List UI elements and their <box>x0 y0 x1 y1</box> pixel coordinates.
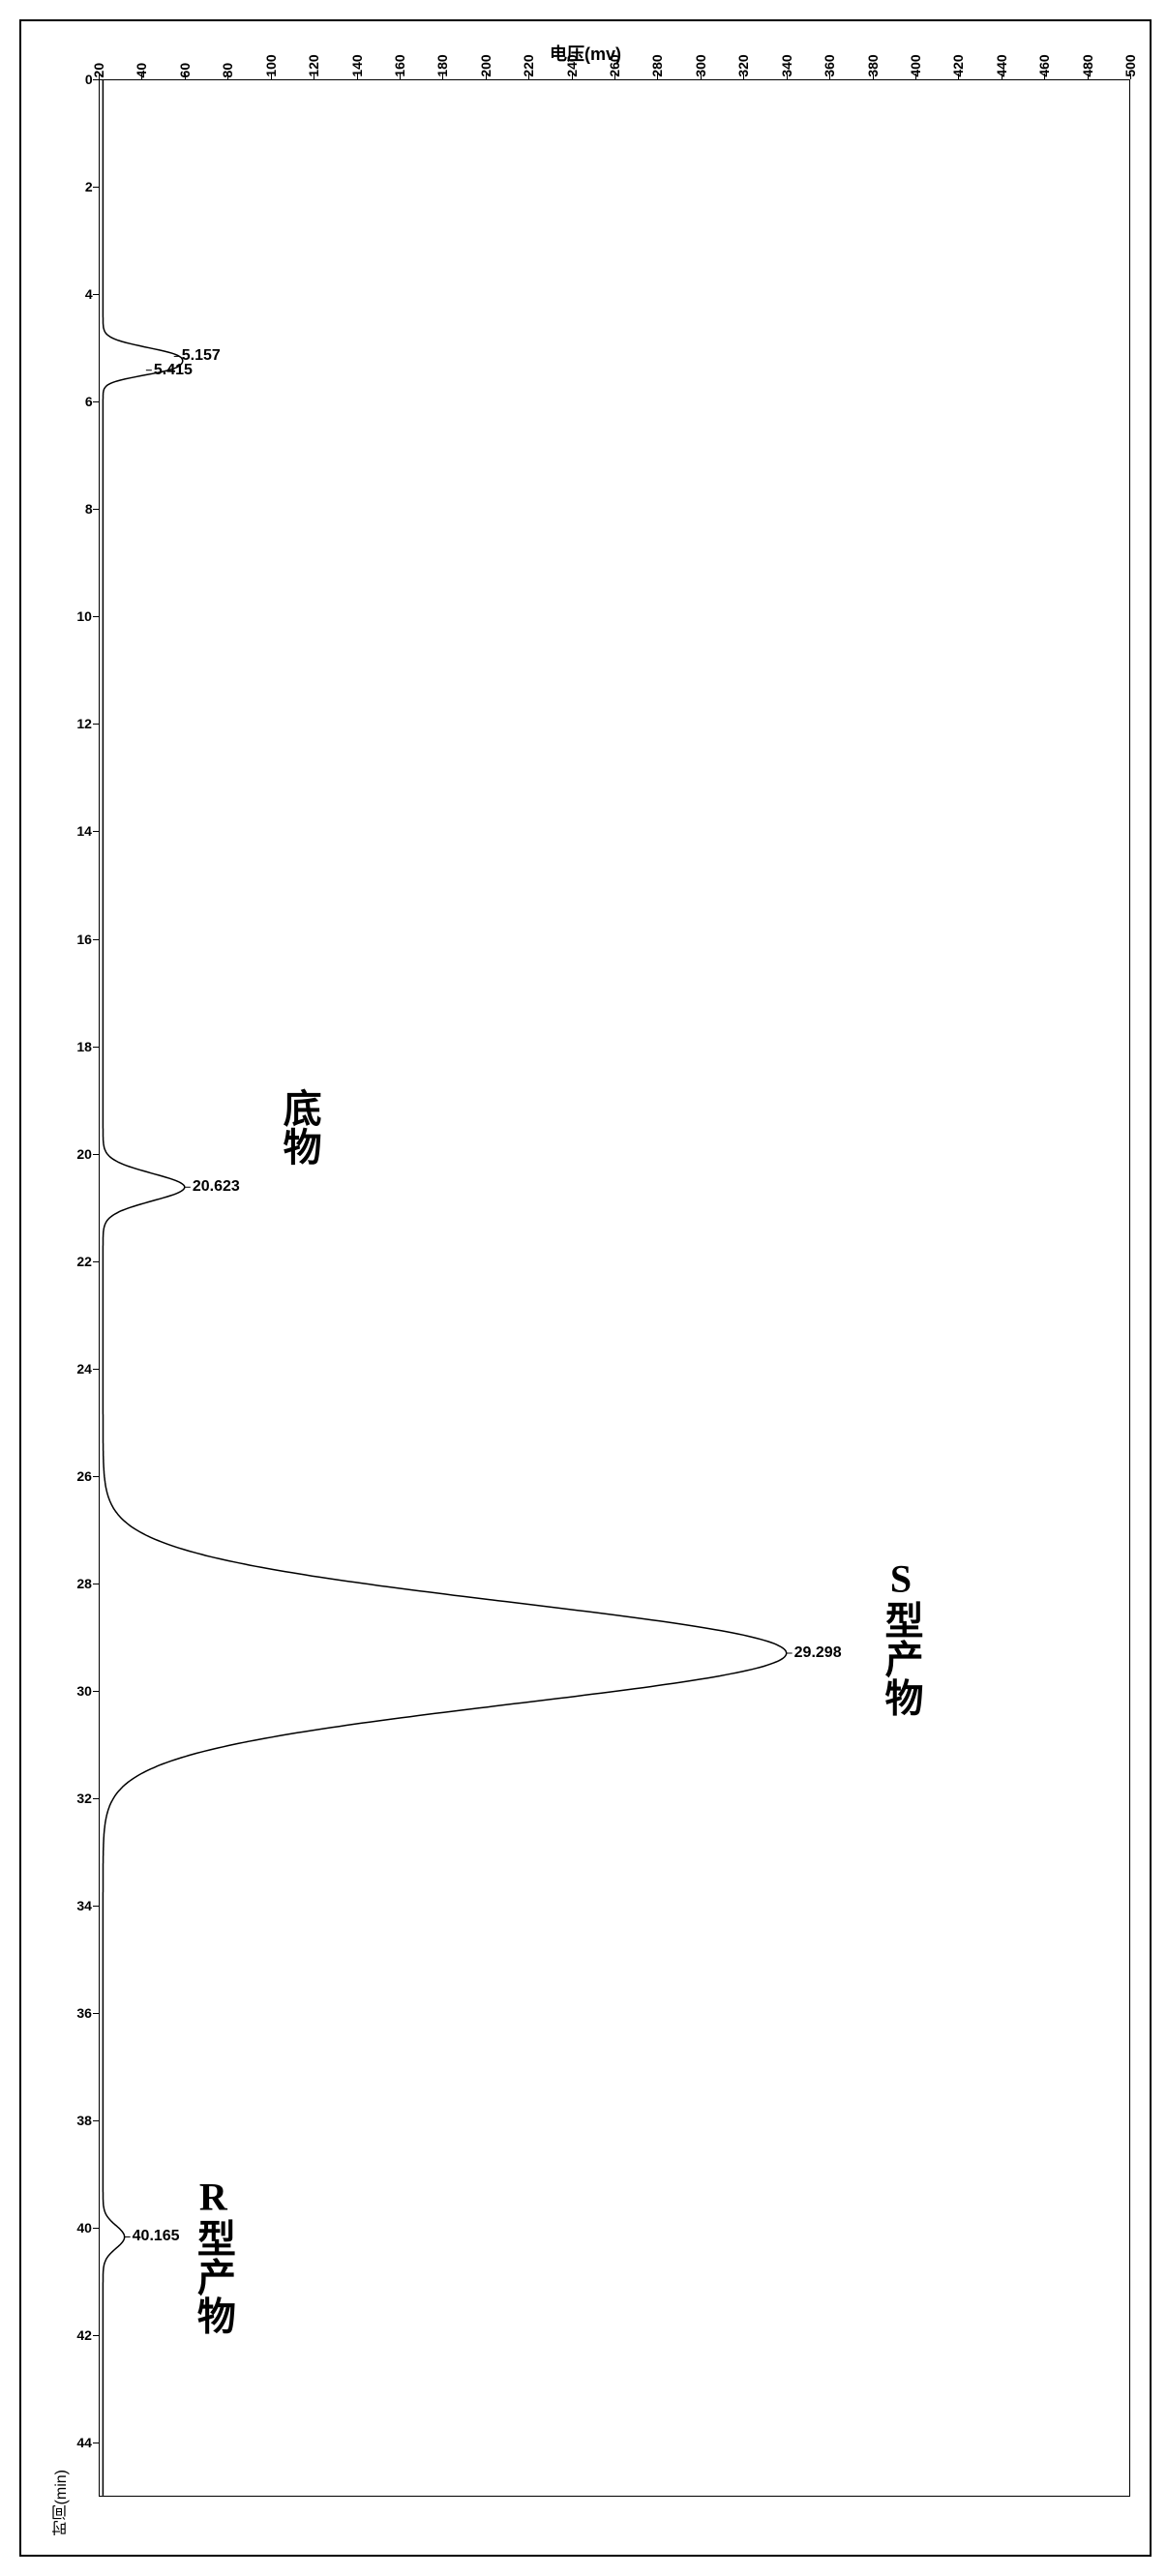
chart-annotation: 底物 <box>271 1088 327 1166</box>
chart-annotation: R型产物 <box>185 2176 241 2335</box>
peak-label: 29.298 <box>794 1644 842 1662</box>
peak-label: 20.623 <box>193 1178 240 1196</box>
chromatogram-chart: 电压(mv) 时间(min) 2040608010012014016018020… <box>19 19 1152 2557</box>
peak-label: 5.415 <box>154 362 193 379</box>
chart-annotation: S型产物 <box>873 1557 929 1717</box>
peak-label: 40.165 <box>133 2228 180 2245</box>
